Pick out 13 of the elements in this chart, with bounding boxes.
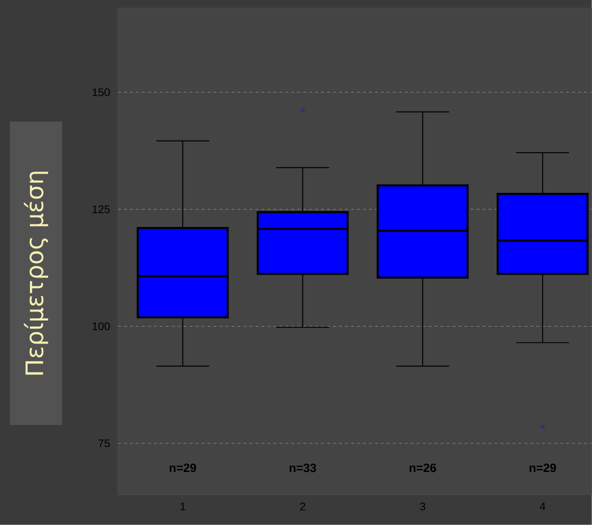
x-tick-label: 4 bbox=[540, 502, 546, 510]
y-tick-label: 125 bbox=[92, 205, 110, 214]
y-tick-label: 75 bbox=[98, 440, 110, 448]
annotation: n=29 bbox=[170, 464, 196, 472]
x-tick-label: 1 bbox=[180, 502, 186, 510]
y-tick-label: 100 bbox=[92, 322, 110, 330]
annotation: n=26 bbox=[410, 464, 436, 472]
y-axis-title: Περίμετρος μέση bbox=[24, 172, 48, 375]
annotation: n=33 bbox=[290, 464, 316, 472]
y-tick-label: 150 bbox=[92, 88, 110, 96]
x-tick-label: 2 bbox=[300, 502, 306, 510]
annotation: n=29 bbox=[530, 464, 556, 472]
x-tick-label: 3 bbox=[420, 502, 426, 510]
